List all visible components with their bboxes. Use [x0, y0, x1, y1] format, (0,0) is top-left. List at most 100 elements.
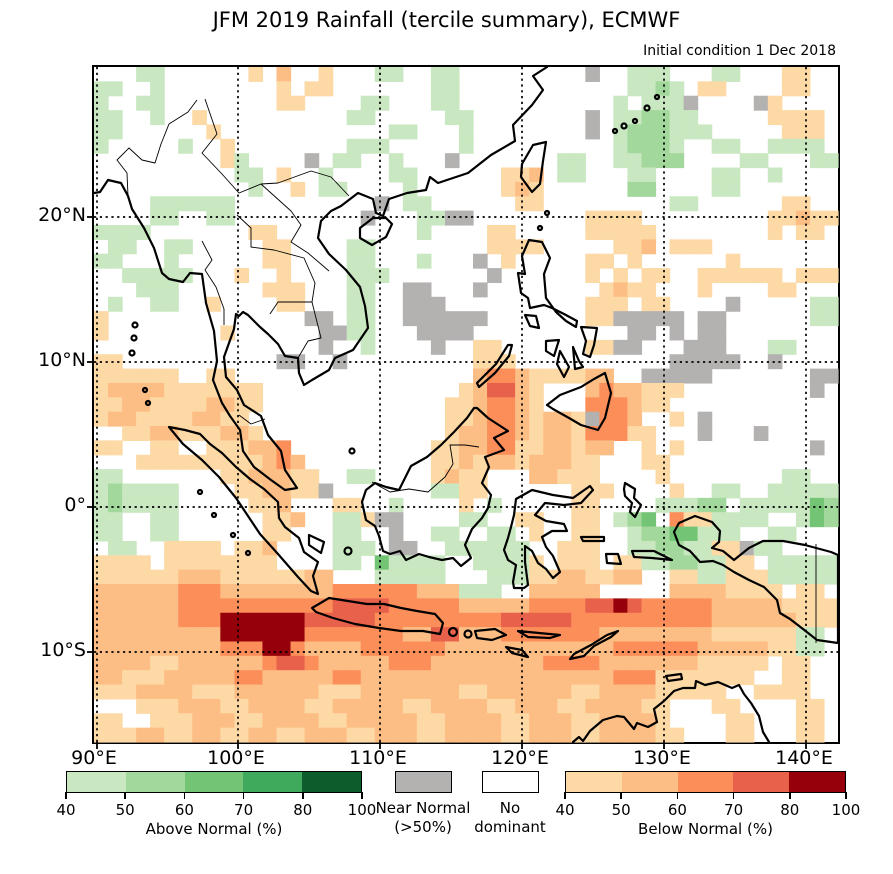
grid-cell	[94, 469, 109, 485]
grid-cell	[543, 454, 558, 470]
grid-cell	[430, 727, 446, 743]
grid-cell	[416, 655, 432, 671]
colorbar-tick	[302, 792, 304, 799]
grid-cell	[262, 655, 278, 671]
grid-cell	[248, 224, 264, 240]
grid-cell	[725, 67, 741, 82]
grid-cell	[795, 268, 811, 284]
grid-cell	[220, 555, 235, 571]
grid-cell	[557, 569, 572, 585]
grid-cell	[94, 483, 109, 499]
grid-cell	[585, 268, 600, 284]
grid-cell	[809, 497, 825, 513]
grid-cell	[416, 569, 432, 585]
below-normal-colorbar	[565, 771, 846, 793]
grid-cell	[781, 497, 797, 513]
grid-cell	[767, 684, 783, 700]
grid-cell	[753, 655, 769, 671]
grid-cell	[150, 612, 165, 628]
grid-cell	[683, 540, 699, 556]
grid-cell	[136, 67, 151, 82]
grid-cell	[290, 296, 306, 312]
grid-cell	[795, 224, 811, 240]
grid-cell	[487, 382, 502, 398]
grid-cell	[220, 153, 235, 169]
grid-cell	[529, 555, 544, 571]
grid-cell	[655, 311, 671, 327]
grid-cell	[655, 612, 671, 628]
grid-cell	[402, 196, 418, 212]
grid-cell	[697, 426, 713, 441]
grid-cell	[823, 612, 839, 628]
grid-cell	[711, 584, 727, 599]
grid-cell	[318, 181, 334, 197]
grid-cell	[557, 727, 572, 743]
grid-cell	[655, 81, 671, 97]
grid-cell	[360, 584, 376, 599]
grid-cell	[220, 670, 235, 686]
colorbar-tick-label: 70	[234, 801, 254, 819]
grid-cell	[402, 612, 418, 628]
grid-cell	[669, 110, 685, 126]
grid-cell	[557, 684, 572, 700]
grid-cell	[613, 698, 629, 714]
grid-cell	[290, 684, 306, 700]
grid-cell	[108, 727, 123, 743]
grid-cell	[669, 138, 685, 154]
grid-cell	[515, 411, 530, 427]
grid-cell	[795, 655, 811, 671]
grid-cell	[458, 483, 474, 499]
grid-cell	[487, 239, 502, 255]
grid-cell	[122, 569, 137, 585]
grid-cell	[809, 210, 825, 226]
grid-cell	[599, 440, 614, 456]
grid-cell	[388, 526, 404, 542]
grid-cell	[248, 540, 264, 556]
grid-cell	[641, 540, 657, 556]
grid-cell	[458, 612, 474, 628]
grid-cell	[823, 497, 839, 513]
grid-cell	[641, 512, 657, 528]
grid-cell	[655, 641, 671, 657]
grid-cell	[402, 641, 418, 657]
grid-cell	[318, 311, 334, 327]
grid-cell	[767, 354, 783, 370]
grid-cell	[697, 368, 713, 384]
grid-cell	[178, 138, 193, 154]
grid-cell	[473, 584, 488, 599]
grid-cell	[234, 670, 250, 686]
grid-cell	[374, 268, 390, 284]
grid-cell	[753, 268, 769, 284]
grid-cell	[402, 282, 418, 298]
grid-cell	[388, 727, 404, 743]
grid-cell	[823, 512, 839, 528]
grid-cell	[206, 627, 221, 643]
grid-cell	[627, 598, 643, 614]
grid-cell	[711, 641, 727, 657]
grid-cell	[571, 713, 586, 729]
grid-cell	[683, 584, 699, 599]
grid-cell	[388, 555, 404, 571]
grid-cell	[655, 698, 671, 714]
grid-cell	[529, 196, 544, 212]
grid-cell	[136, 368, 151, 384]
grid-cell	[697, 282, 713, 298]
grid-cell	[571, 684, 586, 700]
grid-cell	[753, 153, 769, 169]
grid-cell	[627, 81, 643, 97]
grid-cell	[150, 727, 165, 743]
grid-cell	[248, 483, 264, 499]
grid-cell	[164, 397, 179, 413]
grid-cell	[641, 440, 657, 456]
grid-cell	[164, 368, 179, 384]
grid-cell	[711, 670, 727, 686]
grid-cell	[430, 584, 446, 599]
grid-cell	[501, 224, 516, 240]
grid-cell	[655, 670, 671, 686]
grid-cell	[164, 382, 179, 398]
grid-cell	[795, 569, 811, 585]
grid-cell	[739, 612, 755, 628]
grid-cell	[164, 526, 179, 542]
grid-cell	[725, 641, 741, 657]
